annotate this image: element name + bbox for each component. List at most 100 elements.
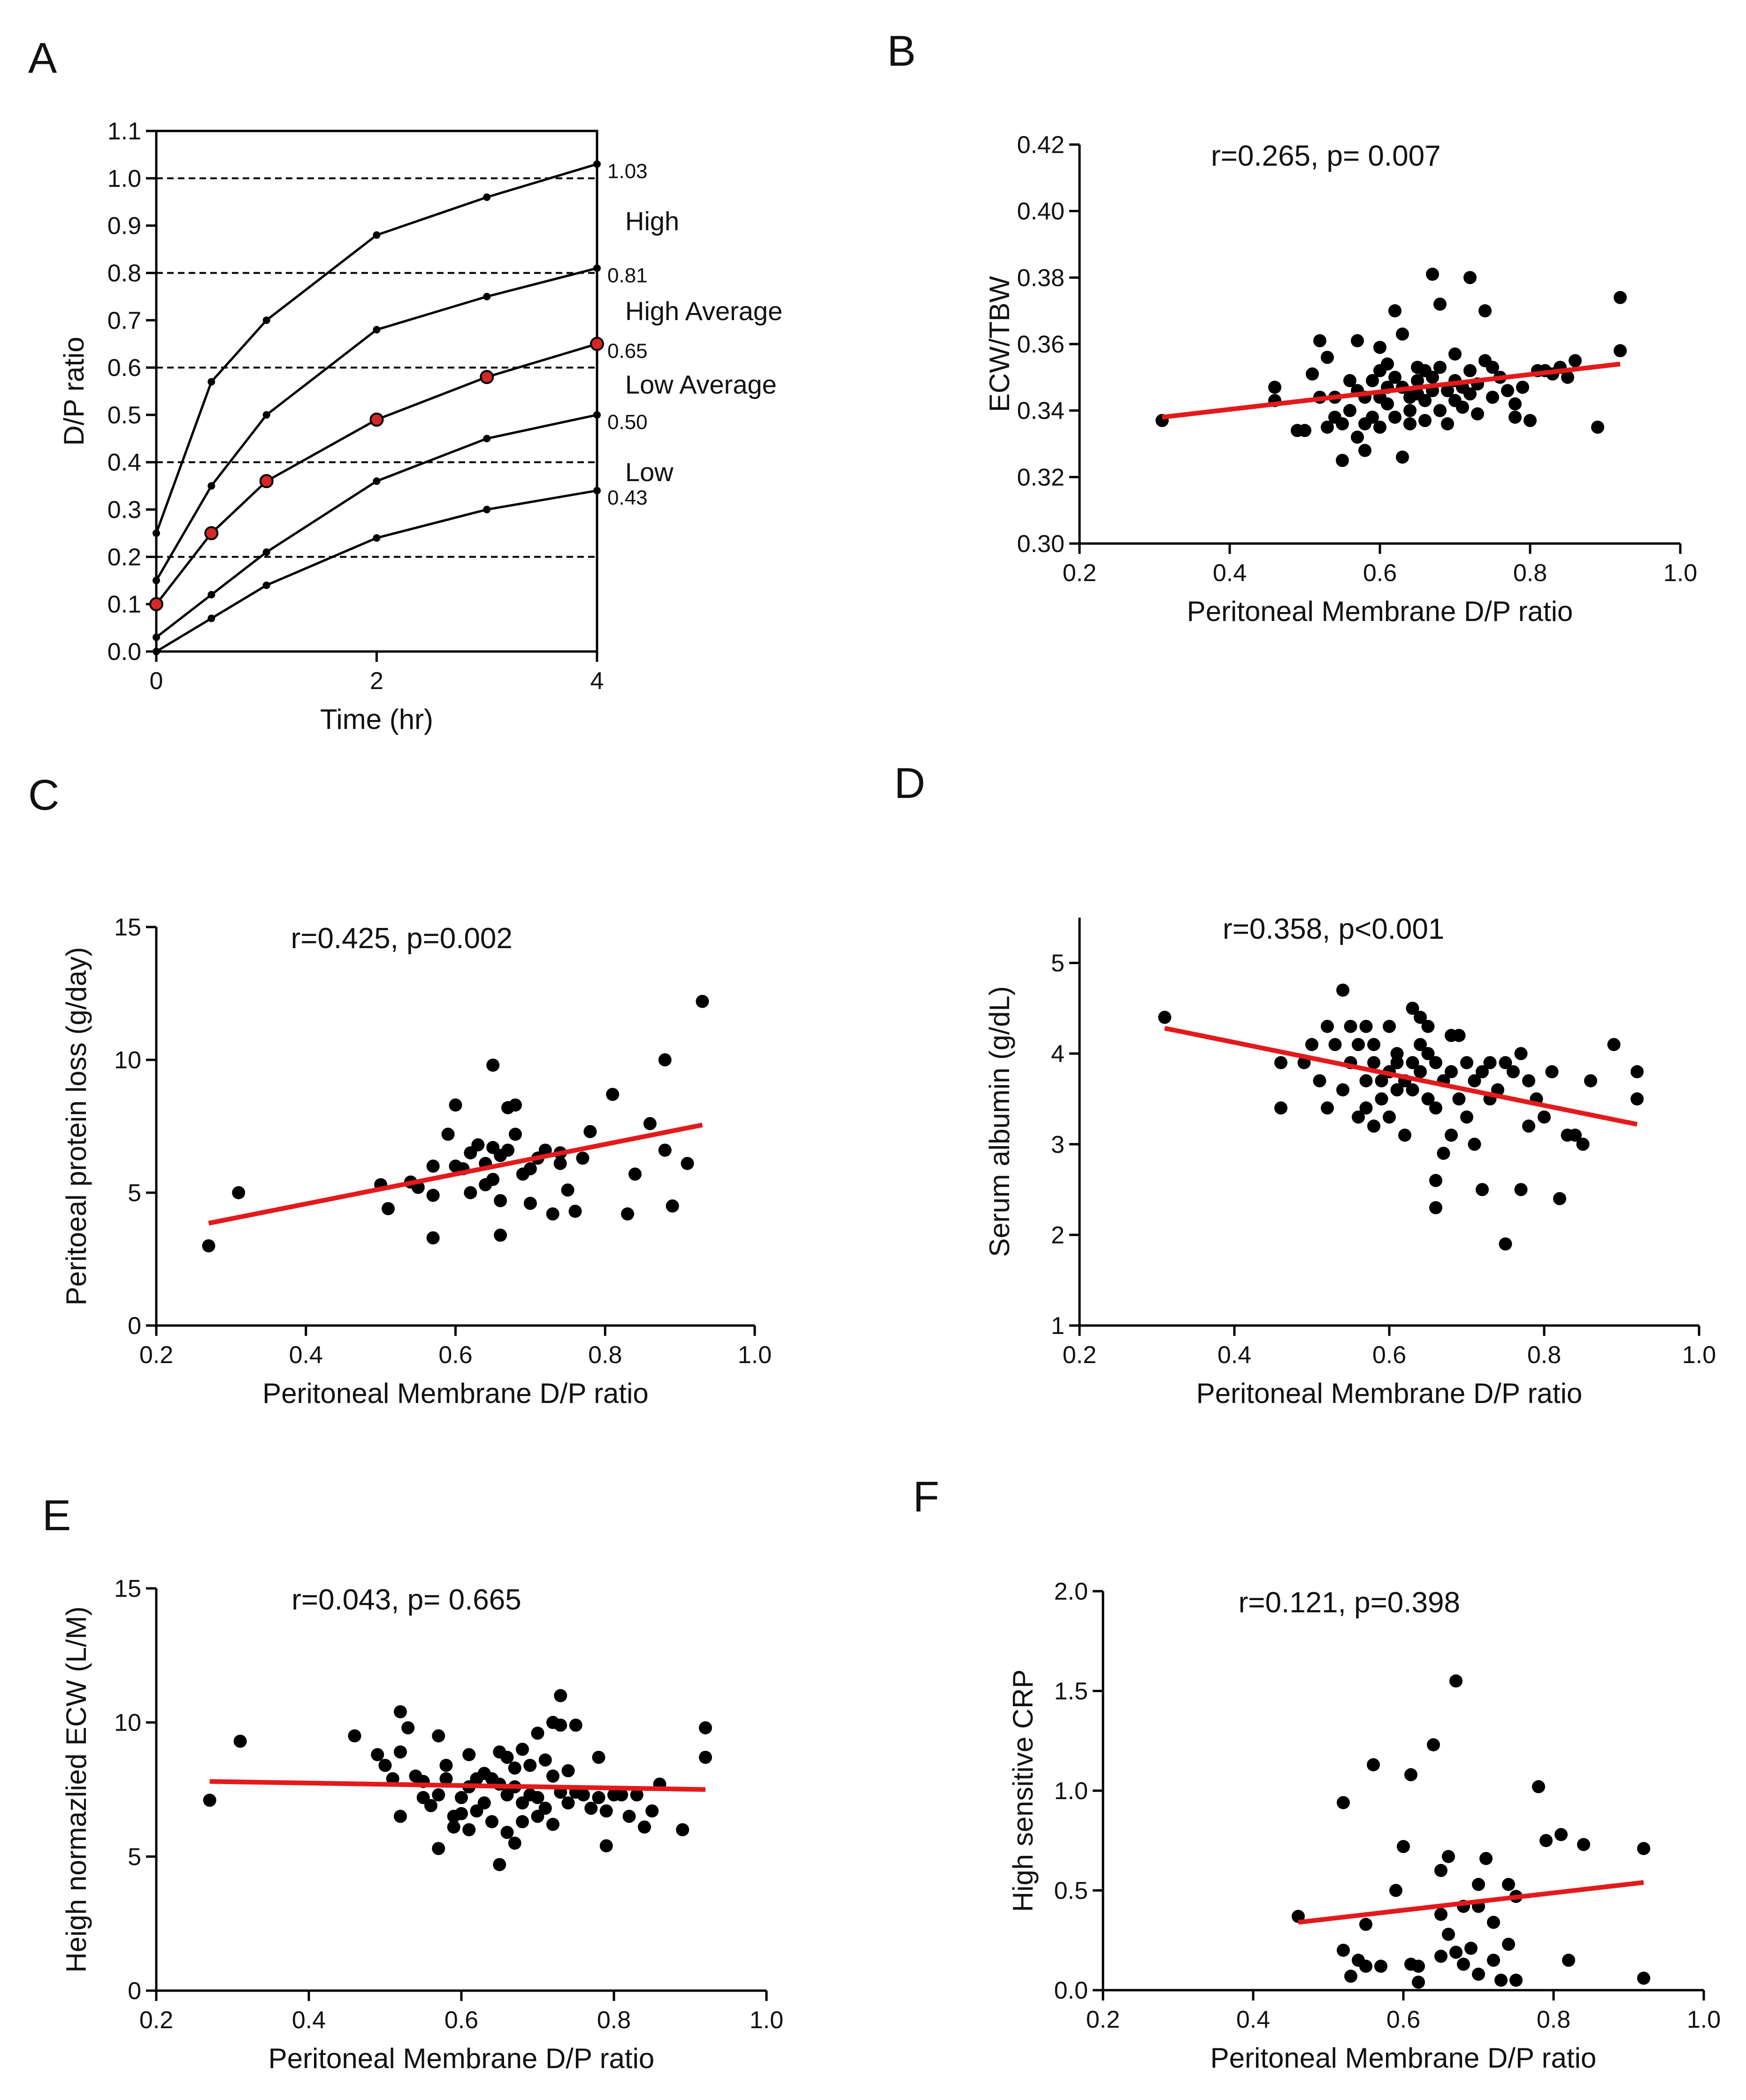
data-point (1426, 268, 1439, 281)
data-point (153, 633, 160, 641)
data-point (1553, 1192, 1566, 1205)
data-point (1336, 983, 1349, 997)
regression-line (208, 1122, 703, 1226)
data-point (394, 1745, 407, 1759)
data-point (1359, 1917, 1372, 1931)
x-tick-label: 0.4 (1218, 1341, 1251, 1369)
data-point (1388, 370, 1401, 384)
data-point (681, 1157, 694, 1170)
data-point (699, 1721, 712, 1735)
series-line (155, 163, 597, 534)
data-point (1343, 404, 1356, 417)
data-point (1463, 364, 1477, 377)
data-point (1321, 1101, 1334, 1115)
panel-b: B 0.30 0.32 0.34 0.36 0.38 0.40 0.42 0.2 0.4 0.6 0.… (887, 27, 1697, 627)
regression-line (1162, 361, 1621, 420)
data-point (1449, 1674, 1463, 1688)
x-tick-label: 0.2 (1063, 559, 1096, 587)
data-point (1452, 1029, 1466, 1042)
data-point (483, 292, 491, 300)
data-point (546, 1769, 559, 1783)
data-point (1358, 444, 1371, 457)
panel-letter-a: A (28, 34, 57, 82)
data-point (1359, 1960, 1372, 1973)
data-point (538, 1801, 552, 1815)
regression-line (209, 1779, 706, 1792)
data-point (462, 1748, 476, 1762)
data-point (1359, 1101, 1373, 1115)
data-point (1313, 334, 1326, 347)
data-point (1516, 381, 1529, 394)
data-point (262, 316, 270, 324)
curve-end-label: 0.43 (607, 486, 648, 509)
y-tick-label: 1.0 (107, 165, 141, 192)
x-tick-label: 1.0 (1682, 1341, 1716, 1369)
panel-letter-b: B (887, 27, 916, 75)
data-point (508, 1836, 521, 1850)
curve-end-label: 0.65 (607, 340, 648, 363)
data-point (1614, 344, 1627, 358)
x-tick-label: 0.6 (1372, 1341, 1406, 1369)
data-point (1421, 1092, 1435, 1106)
data-point (593, 487, 601, 495)
data-point (501, 1143, 515, 1157)
data-point (1359, 1019, 1373, 1033)
panel-letter-e: E (42, 1492, 71, 1540)
data-point (1448, 347, 1462, 361)
data-point (486, 1173, 500, 1186)
data-point (1367, 1056, 1380, 1069)
data-point (531, 1791, 544, 1804)
data-point (590, 337, 604, 351)
data-point (1418, 414, 1432, 427)
data-point (207, 482, 215, 490)
data-point (1374, 1960, 1387, 1973)
x-axis-label: Peritoneal Membrane D/P ratio (1210, 2042, 1597, 2074)
correlation-annotation: r=0.121, p=0.398 (1239, 1586, 1460, 1619)
data-point (1539, 1834, 1553, 1847)
data-point (1306, 367, 1319, 381)
data-point (259, 474, 274, 489)
data-point (638, 1820, 651, 1834)
data-point (553, 1157, 567, 1170)
data-point (1383, 1019, 1396, 1033)
y-tick-label: 2.0 (1054, 1578, 1088, 1605)
data-point (483, 435, 491, 443)
data-point (1396, 450, 1409, 464)
x-tick-label: 2 (370, 667, 383, 695)
data-point (203, 1793, 216, 1807)
data-point (509, 1098, 522, 1112)
data-point (1494, 1973, 1508, 1987)
data-point (373, 326, 381, 334)
data-point (1442, 1850, 1455, 1863)
data-point (1501, 384, 1514, 398)
panel-f: F 0.0 0.5 1.0 1.5 2.0 0.2 0.4 0.6 0.8 1.0 Peritonea… (913, 1473, 1721, 2074)
data-point (262, 548, 270, 556)
y-tick-label: 0.4 (107, 449, 141, 476)
data-point (1351, 430, 1364, 444)
data-point (583, 1125, 597, 1138)
data-point (1375, 1074, 1388, 1088)
data-point (676, 1823, 689, 1837)
data-point (1532, 1780, 1545, 1793)
data-point (1538, 1110, 1551, 1124)
data-point (1445, 1128, 1458, 1142)
data-point (1381, 357, 1394, 371)
curve-end-label: 1.03 (607, 160, 648, 183)
data-point (483, 506, 491, 514)
data-point (1437, 1147, 1450, 1160)
y-tick-label: 0.5 (107, 402, 141, 429)
data-point (494, 1194, 507, 1207)
data-point (621, 1207, 635, 1221)
data-point (599, 1839, 613, 1853)
data-point (1352, 1038, 1365, 1051)
x-tick-label: 0.2 (1086, 2006, 1120, 2033)
curve-end-label: 0.81 (607, 264, 648, 287)
y-tick-label: 5 (128, 1843, 141, 1870)
y-tick-label: 15 (114, 1575, 141, 1602)
y-axis-label: Heigh normazlied ECW (L/M) (61, 1606, 92, 1972)
data-point (485, 1815, 498, 1829)
data-point (426, 1188, 440, 1202)
data-point (1514, 1047, 1528, 1060)
data-point (1441, 384, 1454, 398)
